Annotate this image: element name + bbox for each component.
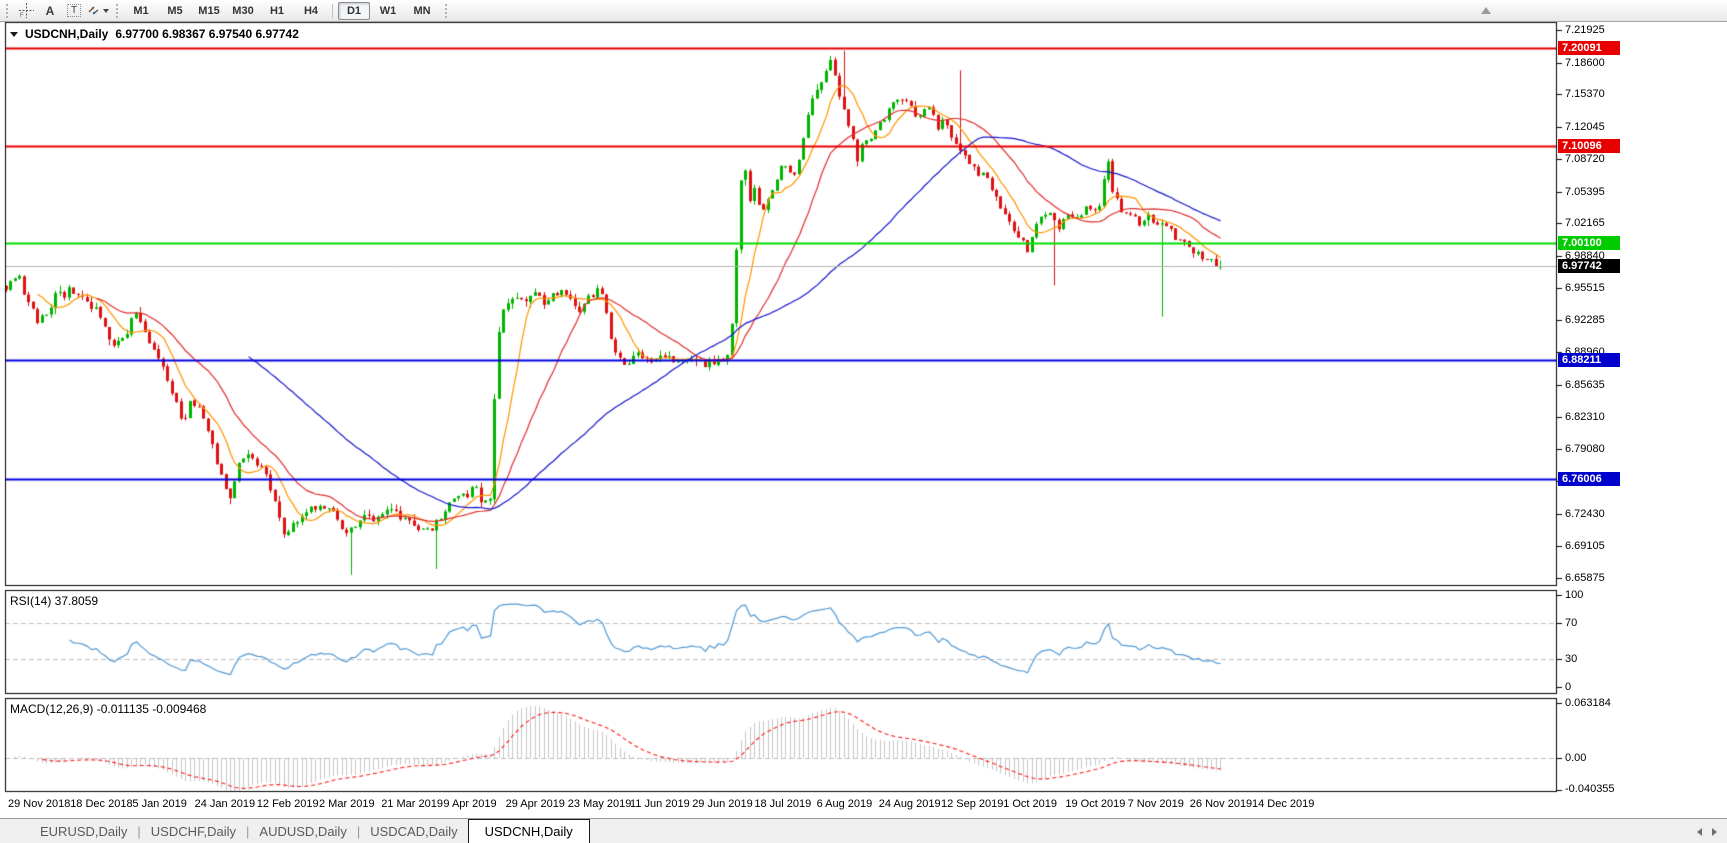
rsi-tick: 30 [1565, 653, 1578, 666]
chart-symbol-label: USDCNH,Daily [25, 27, 109, 41]
tab-scroll-right-icon[interactable] [1712, 827, 1717, 836]
text-cursor-icon[interactable]: A [45, 3, 55, 18]
svg-text:F: F [20, 13, 24, 18]
date-tick: 18 Jul 2019 [754, 798, 812, 810]
timeframe-h4[interactable]: H4 [303, 4, 319, 17]
date-tick: 11 Jun 2019 [630, 798, 690, 810]
price-tick: 6.65875 [1565, 572, 1605, 584]
symbol-dropdown-icon[interactable] [10, 31, 18, 37]
chart-tab-usdcad[interactable]: USDCAD,Daily [370, 824, 458, 839]
date-tick: 5 Jan 2019 [132, 798, 187, 810]
rsi-label: RSI(14) 37.8059 [10, 594, 99, 608]
date-tick: 12 Feb 2019 [256, 798, 319, 810]
tab-separator: | [137, 824, 141, 839]
crosshair-icon[interactable]: F [14, 2, 38, 20]
price-tick: 7.15370 [1565, 88, 1605, 101]
rsi-tick: 100 [1565, 589, 1584, 601]
toolbar-divider [332, 3, 333, 18]
chart-tab-usdchf[interactable]: USDCHF,Daily [150, 824, 237, 839]
date-tick: 21 Mar 2019 [381, 798, 443, 810]
text-label-icon[interactable]: T [62, 2, 86, 20]
date-tick: 14 Dec 2019 [1252, 798, 1315, 810]
macd-label: MACD(12,26,9) -0.011135 -0.009468 [10, 702, 207, 716]
date-tick: 19 Oct 2019 [1065, 798, 1126, 810]
date-tick: 2 Mar 2019 [319, 798, 375, 810]
date-tick: 24 Aug 2019 [878, 798, 941, 810]
price-badge: 7.10096 [1558, 138, 1620, 153]
date-tick: 23 May 2019 [567, 798, 632, 810]
price-badge: 6.97742 [1558, 259, 1620, 274]
date-tick: 7 Nov 2019 [1127, 798, 1184, 810]
price-tick: 6.95515 [1565, 282, 1605, 295]
price-tick: 7.02165 [1565, 217, 1605, 230]
date-tick: 9 Apr 2019 [443, 798, 497, 810]
timeframe-m15[interactable]: M15 [198, 4, 220, 17]
macd-tick: -0.040355 [1565, 783, 1615, 795]
date-tick: 1 Oct 2019 [1003, 798, 1058, 810]
date-tick: 29 Jun 2019 [692, 798, 753, 810]
date-tick: 29 Nov 2018 [8, 798, 71, 810]
timeframe-mn[interactable]: MN [413, 4, 431, 17]
tab-scroll-controls [1697, 819, 1717, 843]
chart-tab-bar: EURUSD,Daily | USDCHF,Daily | AUDUSD,Daily | U… [0, 818, 1727, 843]
price-tick: 7.12045 [1565, 120, 1605, 133]
price-tick: 6.72430 [1565, 507, 1605, 520]
toolbar-grip[interactable] [6, 3, 8, 18]
price-tick: 6.98840 [1565, 249, 1605, 262]
timeframe-group: M1 M5 M15 M30 H1 H4 D1 W1 MN [124, 1, 439, 20]
toolbar-grip[interactable] [445, 3, 447, 18]
date-tick: 6 Aug 2019 [816, 798, 873, 810]
timeframe-d1[interactable]: D1 [338, 1, 370, 20]
price-badge: 6.88211 [1558, 352, 1620, 367]
chart-tabs: EURUSD,Daily | USDCHF,Daily | AUDUSD,Daily | U… [30, 818, 590, 843]
macd-tick: 0.00 [1565, 752, 1587, 764]
tab-separator: | [246, 824, 250, 839]
chevron-down-icon [103, 8, 109, 13]
price-tick: 6.69105 [1565, 540, 1605, 553]
price-badge: 7.00100 [1558, 236, 1620, 251]
price-tick: 6.82310 [1565, 411, 1605, 424]
price-badge: 7.20091 [1558, 40, 1620, 55]
price-badge: 6.76006 [1558, 471, 1620, 486]
price-tick: 6.79080 [1565, 442, 1605, 455]
rsi-tick: 70 [1565, 616, 1578, 629]
price-tick: 7.18600 [1565, 56, 1605, 69]
price-tick: 6.92285 [1565, 313, 1605, 326]
chart-tab-eurusd[interactable]: EURUSD,Daily [40, 824, 128, 839]
timeframe-m30[interactable]: M30 [232, 4, 254, 17]
timeframe-m5[interactable]: M5 [167, 4, 183, 17]
arrows-tool-icon[interactable] [86, 2, 110, 20]
tab-separator: | [356, 824, 361, 839]
date-tick: 24 Jan 2019 [194, 798, 256, 810]
rsi-tick: 0 [1565, 681, 1572, 693]
toolbar-grip[interactable] [116, 3, 118, 18]
price-tick: 6.85635 [1565, 378, 1605, 391]
chart-ohlc-values: 6.97700 6.98367 6.97540 6.97742 [115, 27, 299, 41]
timeframe-w1[interactable]: W1 [379, 4, 397, 17]
price-tick: 7.21925 [1565, 24, 1605, 36]
macd-tick: 0.063184 [1565, 697, 1611, 709]
date-tick: 29 Apr 2019 [505, 798, 565, 810]
date-tick: 18 Dec 2018 [70, 798, 133, 810]
toolbar: F A T M1 M5 M15 M30 H1 H4 D1 W1 MN [0, 0, 1727, 22]
timeframe-h1[interactable]: H1 [269, 4, 285, 17]
chart-shift-marker-icon[interactable] [1481, 7, 1491, 14]
chart-title: USDCNH,Daily 6.97700 6.98367 6.97540 6.9… [10, 27, 299, 41]
date-tick: 12 Sep 2019 [941, 798, 1004, 810]
tab-scroll-left-icon[interactable] [1697, 827, 1702, 836]
price-tick: 7.05395 [1565, 185, 1605, 198]
chart-tab-usdcnh[interactable]: USDCNH,Daily [467, 818, 590, 843]
chart-tab-audusd[interactable]: AUDUSD,Daily [259, 824, 347, 839]
date-tick: 26 Nov 2019 [1189, 798, 1253, 810]
price-tick: 7.08720 [1565, 153, 1605, 166]
timeframe-m1[interactable]: M1 [133, 4, 149, 17]
